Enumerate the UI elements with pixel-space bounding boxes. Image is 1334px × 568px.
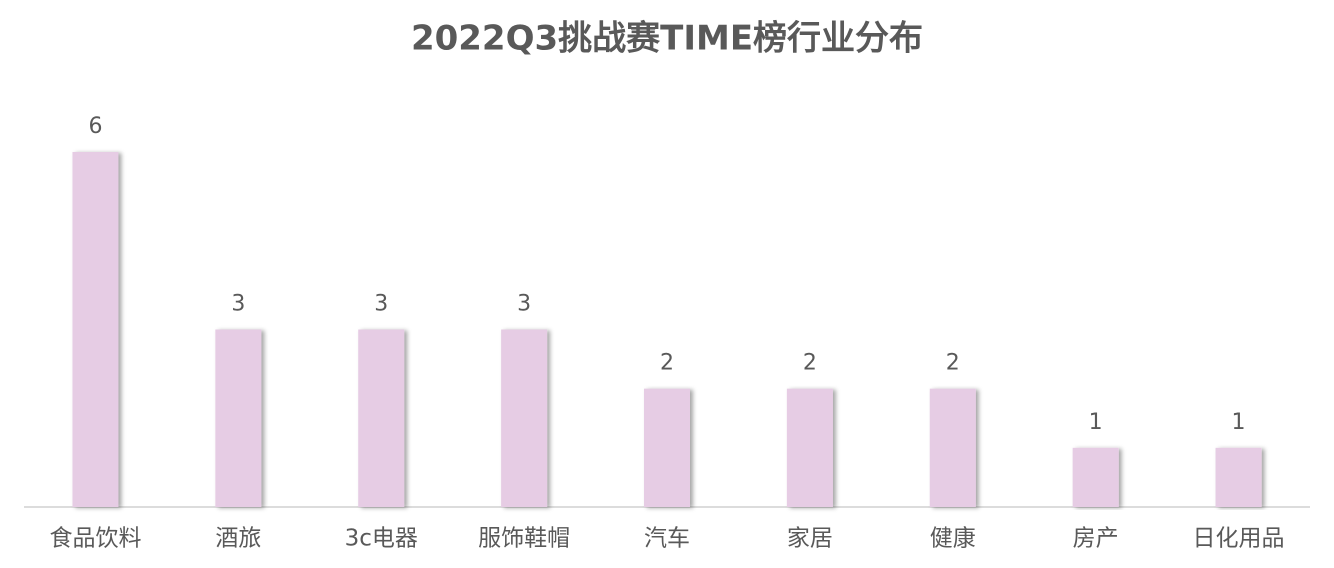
value-label: 3 bbox=[374, 292, 388, 317]
bar bbox=[501, 329, 548, 507]
bar bbox=[644, 388, 690, 507]
bar bbox=[358, 329, 405, 507]
value-label: 2 bbox=[946, 351, 960, 376]
x-tick-label: 服饰鞋帽 bbox=[478, 526, 570, 552]
x-tick-label: 健康 bbox=[930, 526, 976, 552]
x-tick-label: 房产 bbox=[1073, 526, 1119, 552]
x-tick-label: 家居 bbox=[787, 526, 833, 552]
x-tick-label: 食品饮料 bbox=[49, 526, 141, 552]
bar bbox=[215, 329, 262, 507]
bar bbox=[929, 388, 976, 507]
x-tick-label: 日化用品 bbox=[1193, 526, 1285, 552]
bar bbox=[786, 388, 833, 507]
x-tick-label: 酒旅 bbox=[215, 526, 261, 552]
chart-title: 2022Q3挑战赛TIME榜行业分布 bbox=[411, 19, 923, 59]
value-label: 6 bbox=[88, 114, 102, 139]
value-label: 3 bbox=[231, 292, 245, 317]
x-tick-label: 汽车 bbox=[644, 526, 690, 552]
value-label: 2 bbox=[803, 351, 817, 376]
value-label: 1 bbox=[1232, 410, 1246, 435]
bar bbox=[1215, 447, 1262, 507]
x-tick-label: 3c电器 bbox=[345, 526, 418, 552]
value-label: 1 bbox=[1089, 410, 1103, 435]
value-label: 2 bbox=[660, 351, 674, 376]
value-label: 3 bbox=[517, 292, 531, 317]
bar bbox=[1072, 447, 1119, 507]
bar bbox=[72, 152, 119, 507]
